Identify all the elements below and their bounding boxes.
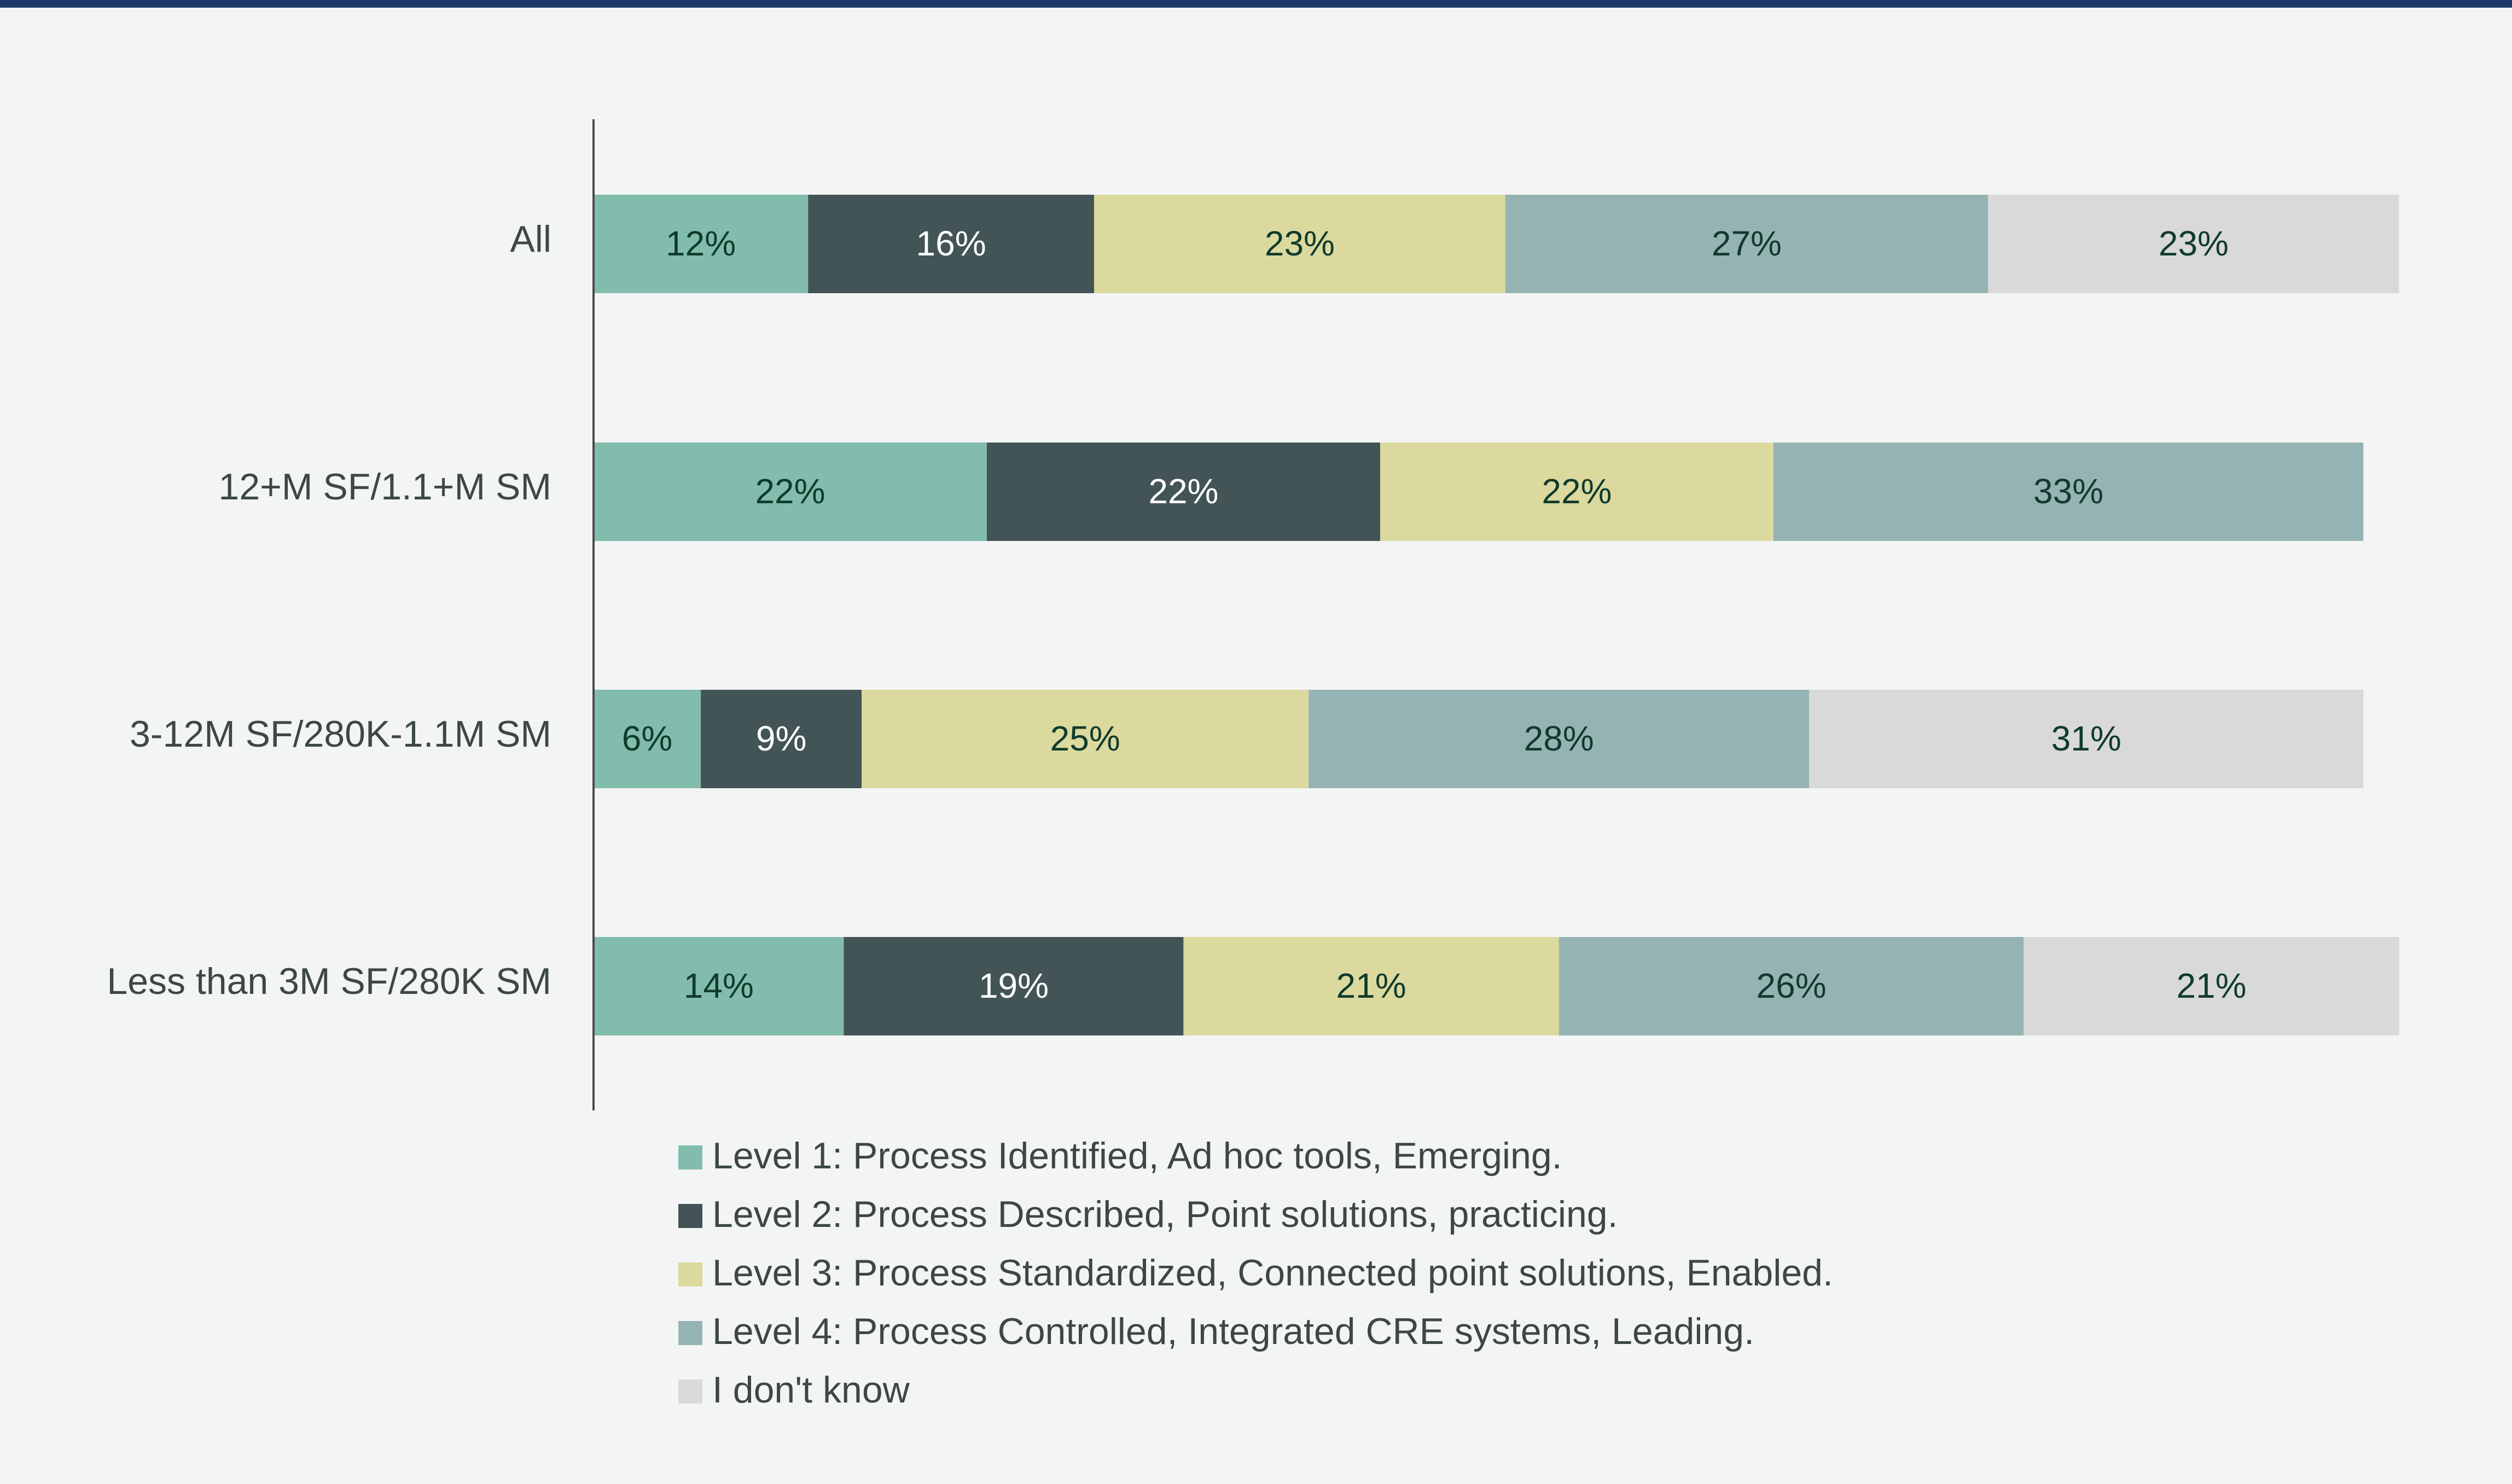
- legend-label: I don't know: [712, 1369, 910, 1411]
- legend-swatch: [678, 1204, 702, 1228]
- legend-label: Level 4: Process Controlled, Integrated …: [712, 1311, 1754, 1352]
- legend-swatch: [678, 1262, 702, 1287]
- data-label: 12%: [666, 224, 736, 263]
- bar-segment: [1183, 937, 1559, 1035]
- data-label: 28%: [1524, 719, 1594, 758]
- top-rule: [0, 0, 2512, 8]
- data-label: 14%: [684, 966, 754, 1005]
- data-label: 6%: [622, 719, 673, 758]
- category-label: 3-12M SF/280K-1.1M SM: [130, 713, 551, 755]
- category-label: Less than 3M SF/280K SM: [107, 961, 551, 1002]
- bar-segment: [1559, 937, 2024, 1035]
- data-label: 22%: [1542, 472, 1612, 511]
- bar-segment: [844, 937, 1184, 1035]
- bars-layer: 12% 16% 23% 27% 23% 22% 22% 22% 33% 6% 9% 25% 28% 31%…: [594, 195, 2399, 1035]
- bar-segment: [1773, 443, 2364, 541]
- legend-label: Level 3: Process Standardized, Connected…: [712, 1252, 1833, 1294]
- bar-segment: [1309, 690, 1810, 788]
- data-label: 16%: [916, 224, 986, 263]
- legend-swatch: [678, 1321, 702, 1345]
- legend: Level 1: Process Identified, Ad hoc tool…: [678, 1135, 1833, 1411]
- legend-label: Level 1: Process Identified, Ad hoc tool…: [712, 1135, 1562, 1177]
- legend-swatch: [678, 1145, 702, 1169]
- bar-segment: [594, 937, 844, 1035]
- data-label: 26%: [1757, 966, 1827, 1005]
- data-label: 22%: [1148, 472, 1218, 511]
- category-label: 12+M SF/1.1+M SM: [219, 466, 551, 508]
- bar-segment: [1094, 195, 1505, 293]
- data-label: 23%: [2159, 224, 2229, 263]
- data-label: 19%: [979, 966, 1049, 1005]
- data-label: 27%: [1712, 224, 1782, 263]
- category-labels: All 12+M SF/1.1+M SM 3-12M SF/280K-1.1M SM…: [107, 218, 551, 1002]
- data-label: 9%: [756, 719, 807, 758]
- data-label: 25%: [1050, 719, 1120, 758]
- bar-segment: [2023, 937, 2399, 1035]
- bar-segment: [594, 690, 701, 788]
- bar-segment: [808, 195, 1095, 293]
- data-label: 33%: [2033, 472, 2103, 511]
- bar-segment: [1988, 195, 2399, 293]
- bar-segment: [594, 443, 987, 541]
- bar-segment: [594, 195, 809, 293]
- data-label: 21%: [1336, 966, 1406, 1005]
- legend-swatch: [678, 1380, 702, 1404]
- bar-segment: [987, 443, 1380, 541]
- data-label: 23%: [1265, 224, 1335, 263]
- data-label: 21%: [2176, 966, 2246, 1005]
- bar-segment: [1505, 195, 1988, 293]
- bar-segment: [701, 690, 862, 788]
- data-label: 31%: [2051, 719, 2121, 758]
- data-label: 22%: [755, 472, 825, 511]
- bar-segment: [1380, 443, 1773, 541]
- bar-segment: [862, 690, 1309, 788]
- category-label: All: [510, 218, 551, 260]
- legend-label: Level 2: Process Described, Point soluti…: [712, 1194, 1618, 1235]
- bar-segment: [1809, 690, 2364, 788]
